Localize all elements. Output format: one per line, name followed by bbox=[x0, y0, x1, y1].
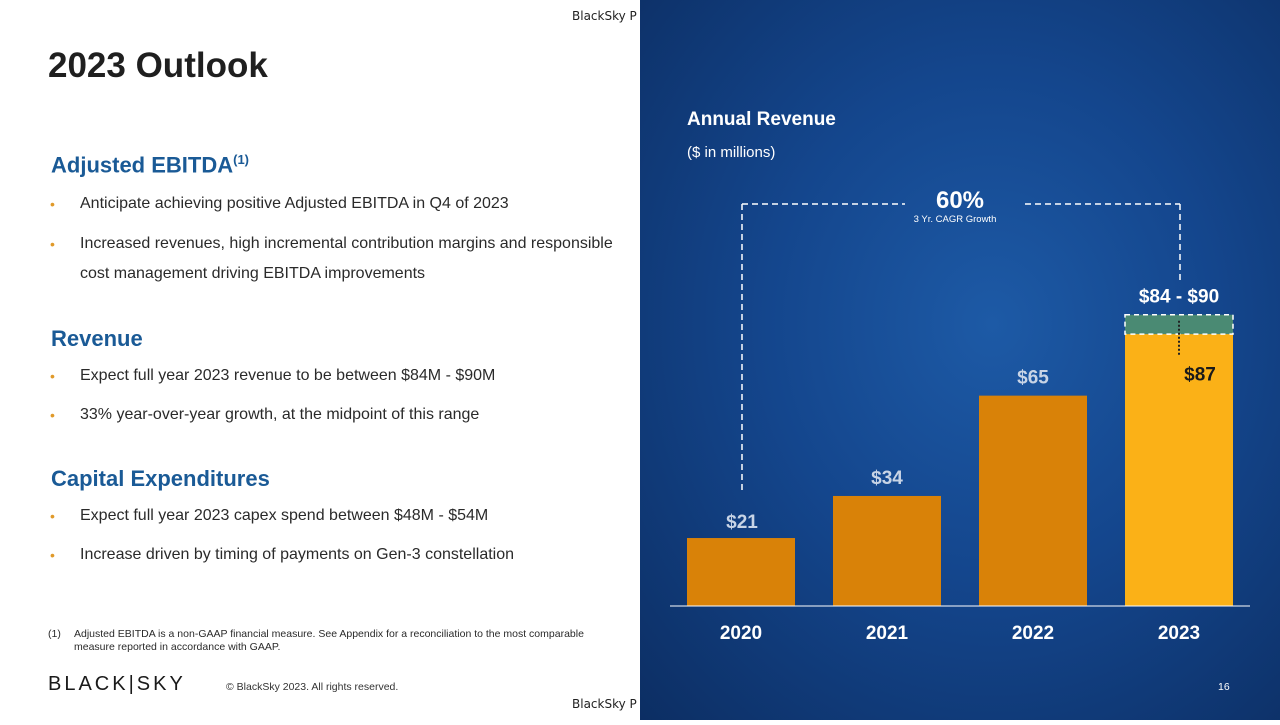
ebitda-heading: Adjusted EBITDA(1) bbox=[51, 152, 249, 178]
chart-subtitle: ($ in millions) bbox=[687, 144, 775, 161]
data-label: $87 bbox=[1184, 364, 1216, 385]
data-label: $65 bbox=[1017, 368, 1049, 389]
footnote-number: (1) bbox=[48, 628, 61, 640]
labels-group: 2020 $21 2021 $34 2022 $65 2023 $87 $84 - $90 bbox=[720, 287, 1219, 644]
bullet-marker: • bbox=[50, 236, 55, 252]
x-tick-label: 2021 bbox=[866, 623, 909, 644]
page-title: 2023 Outlook bbox=[48, 46, 268, 85]
capex-bullet-1: • Expect full year 2023 capex spend betwe… bbox=[50, 501, 630, 531]
ebitda-footnote-ref: (1) bbox=[233, 152, 250, 167]
bullet-text: Anticipate achieving positive Adjusted E… bbox=[80, 195, 509, 212]
footer-watermark: BlackSky P bbox=[572, 697, 637, 711]
range-label: $84 - $90 bbox=[1139, 287, 1219, 308]
bullet-marker: • bbox=[50, 407, 55, 423]
footnote: (1) Adjusted EBITDA is a non-GAAP financi… bbox=[48, 628, 608, 654]
chart-panel: Annual Revenue ($ in millions) 60% 3 Yr. … bbox=[640, 0, 1280, 720]
content-panel: BlackSky P 2023 Outlook Adjusted EBITDA(… bbox=[0, 0, 640, 720]
bullet-text: Increase driven by timing of payments on… bbox=[80, 546, 515, 563]
forecast-range-band bbox=[1124, 313, 1234, 335]
bar-2023 bbox=[1125, 324, 1233, 606]
data-label: $21 bbox=[726, 512, 758, 533]
x-tick-label: 2023 bbox=[1158, 623, 1200, 644]
cagr-annotation: 60%3 Yr. CAGR Growth bbox=[741, 187, 1181, 494]
ebitda-bullet-2: • Increased revenues, high incremental co… bbox=[50, 229, 630, 289]
bar-2020 bbox=[687, 538, 795, 606]
bullet-text: Increased revenues, high incremental con… bbox=[80, 235, 613, 282]
bullet-text: 33% year-over-year growth, at the midpoi… bbox=[80, 406, 480, 423]
footnote-text: Adjusted EBITDA is a non-GAAP financial … bbox=[74, 628, 584, 653]
bullet-marker: • bbox=[50, 547, 55, 563]
bullet-marker: • bbox=[50, 196, 55, 212]
ebitda-heading-text: Adjusted EBITDA bbox=[51, 152, 234, 178]
header-watermark: BlackSky P bbox=[572, 9, 637, 23]
bullet-marker: • bbox=[50, 508, 55, 524]
capex-heading: Capital Expenditures bbox=[51, 466, 270, 491]
data-label: $34 bbox=[871, 468, 903, 489]
page-number: 16 bbox=[1218, 681, 1230, 693]
bullet-text: Expect full year 2023 capex spend betwee… bbox=[80, 507, 489, 524]
x-tick-label: 2020 bbox=[720, 623, 762, 644]
bars-group bbox=[687, 313, 1234, 606]
revenue-chart: Annual Revenue ($ in millions) 60%3 Yr. … bbox=[670, 109, 1250, 644]
revenue-bullet-1: • Expect full year 2023 revenue to be bet… bbox=[50, 361, 630, 391]
chart-title: Annual Revenue bbox=[687, 109, 836, 130]
bar-2021 bbox=[833, 495, 941, 606]
cagr-value: 60% bbox=[936, 187, 984, 214]
revenue-heading: Revenue bbox=[51, 326, 143, 351]
x-tick-label: 2022 bbox=[1012, 623, 1054, 644]
blacksky-logo: BLACK|SKY bbox=[48, 673, 186, 695]
bullet-marker: • bbox=[50, 368, 55, 384]
bar-2022 bbox=[979, 395, 1087, 606]
capex-bullet-2: • Increase driven by timing of payments o… bbox=[50, 540, 630, 570]
bullet-text: Expect full year 2023 revenue to be betw… bbox=[80, 367, 496, 384]
revenue-bullet-2: • 33% year-over-year growth, at the midpo… bbox=[50, 400, 630, 430]
ebitda-bullet-1: • Anticipate achieving positive Adjusted … bbox=[50, 189, 630, 219]
copyright: © BlackSky 2023. All rights reserved. bbox=[226, 681, 399, 693]
cagr-label: 3 Yr. CAGR Growth bbox=[914, 214, 997, 225]
